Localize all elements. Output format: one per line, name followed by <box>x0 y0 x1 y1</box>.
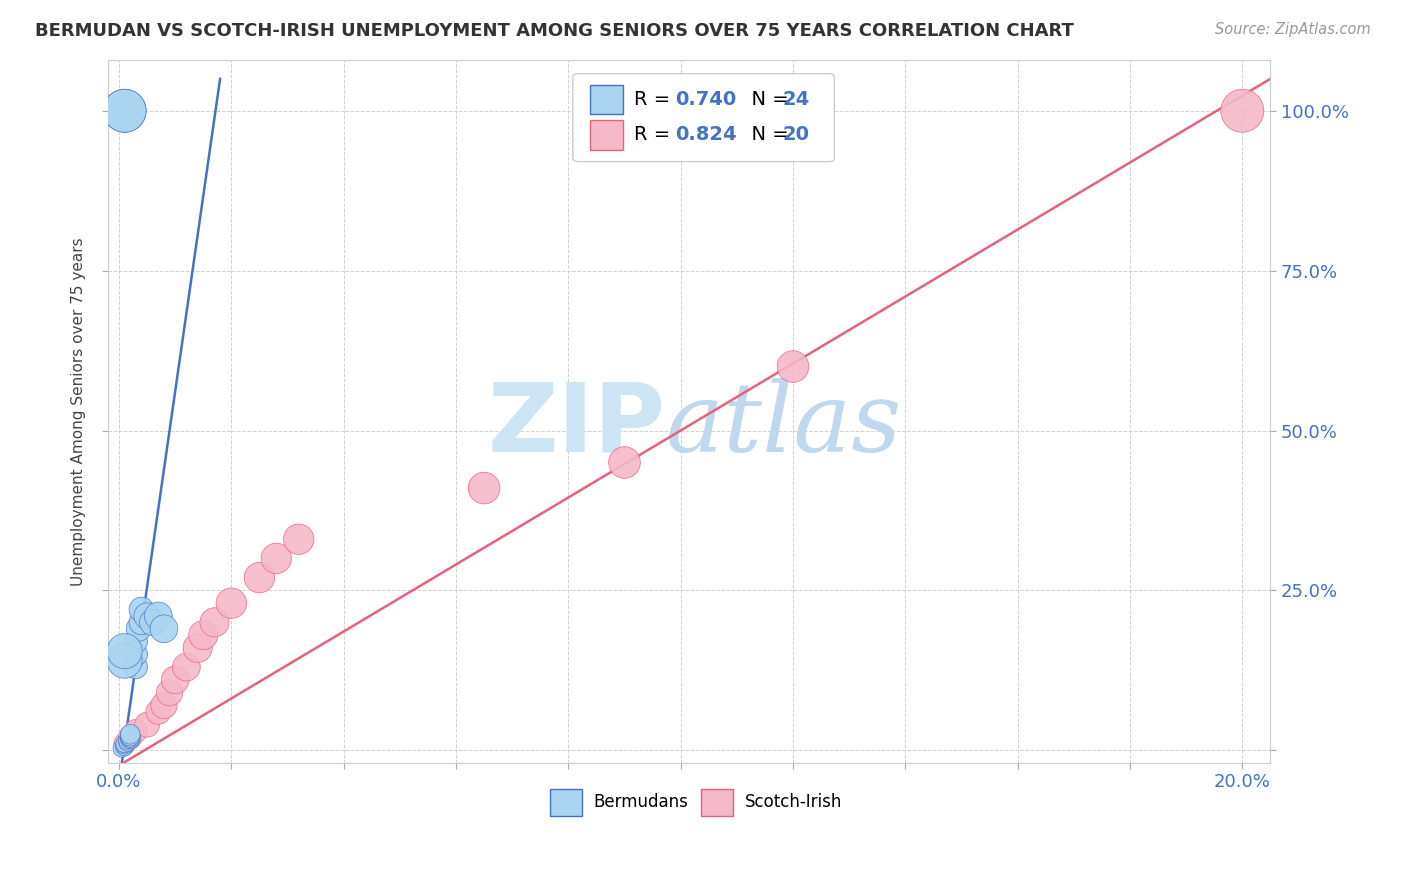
Bar <box>591 85 623 114</box>
Point <box>128 622 150 636</box>
Point <box>264 551 287 566</box>
Point <box>117 735 139 749</box>
Text: atlas: atlas <box>666 378 903 473</box>
Text: R =: R = <box>634 126 676 145</box>
Text: Scotch-Irish: Scotch-Irish <box>745 794 842 812</box>
Point <box>114 103 136 118</box>
Point <box>131 615 153 630</box>
Point <box>204 615 226 630</box>
Bar <box>700 789 734 816</box>
Text: 0.740: 0.740 <box>675 90 737 109</box>
Point <box>125 648 148 662</box>
Point <box>120 731 142 745</box>
Point <box>136 609 159 624</box>
Point <box>472 481 495 495</box>
FancyBboxPatch shape <box>572 74 834 161</box>
Point <box>114 740 136 755</box>
Point <box>125 634 148 648</box>
Y-axis label: Unemployment Among Seniors over 75 years: Unemployment Among Seniors over 75 years <box>72 237 86 586</box>
Point <box>114 103 136 118</box>
Point <box>114 737 136 751</box>
Text: N =: N = <box>740 126 794 145</box>
Point <box>1232 103 1254 118</box>
Point <box>120 729 142 743</box>
Point <box>613 455 636 469</box>
Text: BERMUDAN VS SCOTCH-IRISH UNEMPLOYMENT AMONG SENIORS OVER 75 YEARS CORRELATION CH: BERMUDAN VS SCOTCH-IRISH UNEMPLOYMENT AM… <box>35 22 1074 40</box>
Point <box>176 660 198 674</box>
Point <box>148 705 170 719</box>
Text: Source: ZipAtlas.com: Source: ZipAtlas.com <box>1215 22 1371 37</box>
Text: N =: N = <box>740 90 794 109</box>
Point <box>221 596 243 610</box>
Point <box>114 654 136 668</box>
Point <box>136 717 159 731</box>
Text: R =: R = <box>634 90 676 109</box>
Point <box>159 686 181 700</box>
Point <box>782 359 804 374</box>
Point <box>111 741 134 756</box>
Point <box>114 738 136 752</box>
Bar <box>550 789 582 816</box>
Point <box>114 737 136 751</box>
Bar <box>591 120 623 150</box>
Text: 24: 24 <box>782 90 810 109</box>
Point <box>120 727 142 741</box>
Point <box>125 660 148 674</box>
Point <box>120 731 142 745</box>
Point <box>125 724 148 739</box>
Point <box>193 628 215 642</box>
Text: 20: 20 <box>782 126 808 145</box>
Text: Bermudans: Bermudans <box>593 794 689 812</box>
Point <box>287 533 309 547</box>
Point <box>153 698 176 713</box>
Point <box>114 644 136 658</box>
Point <box>153 622 176 636</box>
Point <box>142 615 165 630</box>
Point <box>117 733 139 747</box>
Point <box>120 731 142 746</box>
Point <box>187 640 209 655</box>
Point <box>249 571 271 585</box>
Point <box>131 602 153 616</box>
Point <box>165 673 187 687</box>
Text: ZIP: ZIP <box>488 379 666 472</box>
Point <box>148 609 170 624</box>
Text: 0.824: 0.824 <box>675 126 737 145</box>
